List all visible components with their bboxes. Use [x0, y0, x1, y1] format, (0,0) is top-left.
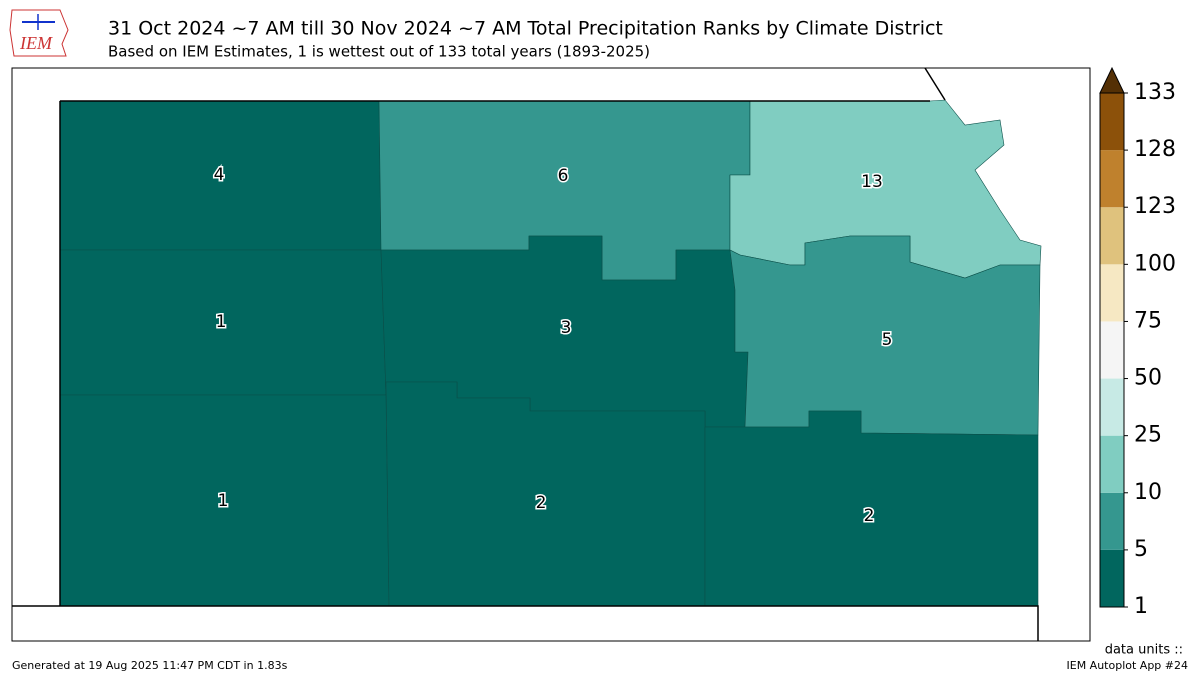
map-frame: [11, 67, 1091, 642]
colorbar-tick-label: 1: [1134, 594, 1148, 619]
colorbar-segment: [1100, 549, 1124, 607]
colorbar-tick-label: 5: [1134, 537, 1148, 562]
district-label: 3: [561, 318, 572, 338]
colorbar: 1 5 10 25 50 75 100 123 128 133: [1099, 66, 1176, 619]
colorbar-segment: [1100, 264, 1124, 322]
units-label: data units ::: [1105, 643, 1183, 658]
colorbar-tick-label: 100: [1134, 251, 1176, 276]
colorbar-tick-label: 10: [1134, 480, 1162, 505]
district-labels: 4 6 131 351 22: [212, 164, 894, 528]
logo-text: IEM: [19, 33, 53, 53]
colorbar-tick-label: 25: [1134, 423, 1162, 448]
borders: [12, 67, 1039, 641]
district-label: 13: [861, 172, 883, 192]
title: 31 Oct 2024 ~7 AM till 30 Nov 2024 ~7 AM…: [108, 18, 943, 40]
district-label: 2: [536, 493, 547, 513]
colorbar-tick-label: 50: [1134, 366, 1162, 391]
colorbar-tick-label: 123: [1134, 194, 1176, 219]
district-label: 1: [216, 312, 227, 332]
district-label: 4: [214, 165, 225, 185]
colorbar-tick-label: 133: [1134, 80, 1176, 105]
district-label: 2: [864, 506, 875, 526]
districts: [59, 99, 1042, 607]
colorbar-segment: [1100, 378, 1124, 436]
colorbar-frame: [1099, 92, 1125, 608]
district-label: 1: [218, 491, 229, 511]
colorbar-tick-label: 128: [1134, 137, 1176, 162]
district: [729, 235, 1041, 436]
logo: IEM: [9, 9, 69, 57]
colorbar-segment: [1100, 435, 1124, 493]
colorbar-segment: [1100, 492, 1124, 550]
colorbar-segment: [1100, 150, 1124, 208]
subtitle: Based on IEM Estimates, 1 is wettest out…: [108, 43, 650, 61]
colorbar-segment: [1100, 207, 1124, 265]
colorbar-tick-label: 75: [1134, 308, 1162, 333]
colorbar-segment: [1100, 93, 1124, 151]
generated-note: Generated at 19 Aug 2025 11:47 PM CDT in…: [12, 659, 288, 672]
app-note: IEM Autoplot App #24: [1067, 659, 1189, 672]
colorbar-segment: [1100, 321, 1124, 379]
district-label: 6: [558, 166, 569, 186]
district-label: 5: [882, 330, 893, 350]
